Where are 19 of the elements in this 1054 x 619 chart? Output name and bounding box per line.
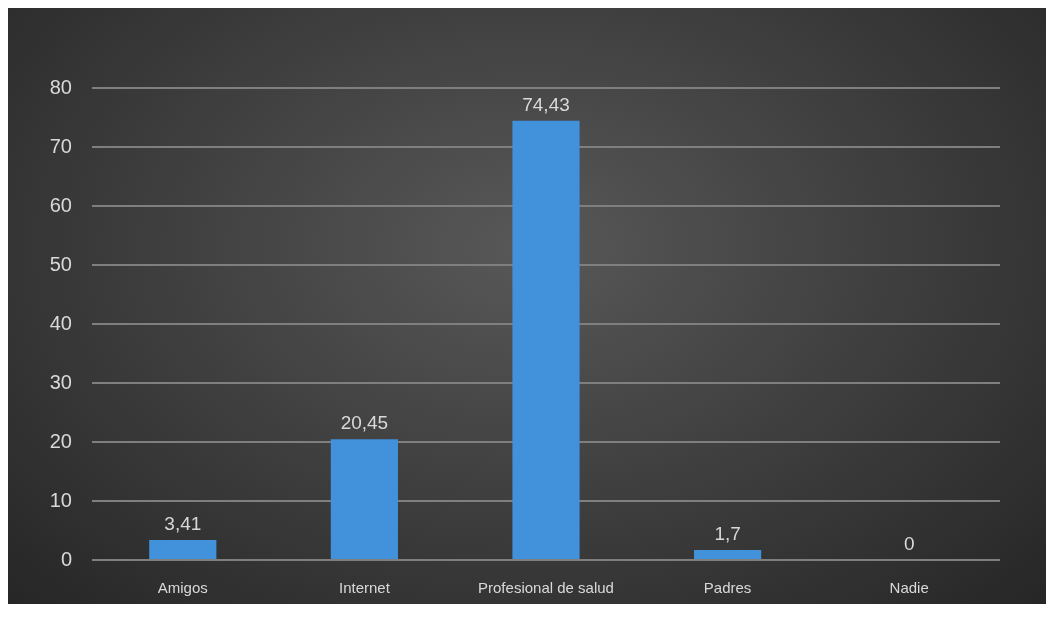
- x-tick-label: Amigos: [157, 579, 208, 597]
- data-label: 1,7: [714, 522, 741, 544]
- y-tick-label: 60: [49, 193, 72, 216]
- data-label: 20,45: [340, 412, 389, 434]
- x-tick-label: Padres: [703, 579, 752, 597]
- data-label: 0: [903, 532, 915, 554]
- x-tick-label: Internet: [338, 579, 391, 597]
- y-tick-label: 0: [60, 547, 72, 570]
- x-tick-label: Nadie: [889, 579, 929, 597]
- y-tick-label: 70: [49, 134, 72, 157]
- y-tick-label: 50: [49, 252, 72, 275]
- y-tick-label: 80: [49, 75, 72, 98]
- data-label: 3,41: [164, 512, 202, 534]
- y-tick-label: 30: [49, 370, 72, 393]
- data-label: 74,43: [522, 93, 570, 115]
- y-tick-label: 20: [49, 429, 72, 452]
- x-tick-label: Profesional de salud: [478, 579, 614, 597]
- y-tick-label: 40: [49, 311, 72, 334]
- y-tick-label: 10: [49, 488, 72, 511]
